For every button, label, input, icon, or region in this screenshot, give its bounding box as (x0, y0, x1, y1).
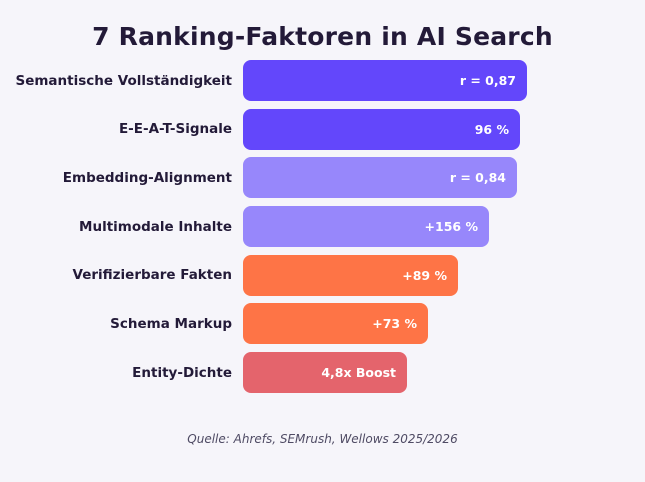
bar: r = 0,87 (243, 60, 527, 101)
bar: 96 % (243, 108, 520, 150)
bar-value-label: 4,8x Boost (321, 365, 396, 381)
bar: r = 0,84 (243, 157, 517, 199)
bar-value-label: +73 % (372, 316, 417, 332)
bar-chart: Semantische Vollständigkeit r = 0,87 E-E… (0, 60, 645, 401)
bar-row: Semantische Vollständigkeit r = 0,87 (0, 60, 645, 101)
bar-label: Embedding-Alignment (62, 169, 232, 186)
bar: +156 % (243, 206, 489, 248)
chart-title: 7 Ranking-Faktoren in AI Search (92, 22, 553, 51)
bar-value-label: r = 0,87 (459, 73, 516, 88)
bar: 4,8x Boost (243, 352, 407, 394)
bar-label: Schema Markup (110, 315, 232, 332)
bar-label: Entity-Dichte (132, 364, 232, 381)
bar-row: Entity-Dichte 4,8x Boost (0, 352, 645, 394)
bar-row: E-E-A-T-Signale 96 % (0, 108, 645, 150)
bar-label: E-E-A-T-Signale (118, 121, 232, 138)
bar-value-label: +89 % (402, 267, 447, 283)
bar-value-label: r = 0,84 (449, 170, 506, 186)
source-note: Quelle: Ahrefs, SEMrush, Wellows 2025/20… (187, 432, 458, 446)
bar-value-label: 96 % (474, 121, 509, 137)
bar-label: Semantische Vollständigkeit (15, 72, 232, 89)
bar-label: Verifizierbare Fakten (72, 267, 232, 284)
bar: +73 % (243, 303, 428, 345)
bar-row: Verifizierbare Fakten +89 % (0, 254, 645, 296)
bar-row: Schema Markup +73 % (0, 303, 645, 345)
bar-value-label: +156 % (424, 219, 478, 235)
bar-row: Embedding-Alignment r = 0,84 (0, 157, 645, 199)
bar-label: Multimodale Inhalte (79, 218, 232, 235)
bar-row: Multimodale Inhalte +156 % (0, 206, 645, 248)
bar: +89 % (243, 254, 458, 296)
